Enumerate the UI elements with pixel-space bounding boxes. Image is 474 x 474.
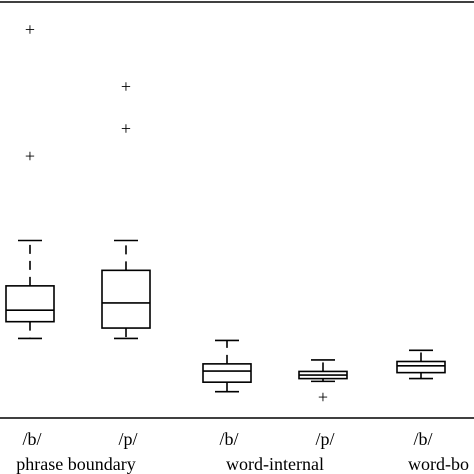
outlier-marker: + xyxy=(121,118,131,138)
box-5 xyxy=(396,349,446,380)
box-3 xyxy=(202,339,252,393)
x-tick-label: /b/ xyxy=(22,429,41,449)
x-tick-label: /b/ xyxy=(413,429,432,449)
box-1: ++ xyxy=(5,20,55,340)
x-tick-label: /b/ xyxy=(219,429,238,449)
interquartile-box xyxy=(202,363,252,383)
plot-frame xyxy=(0,1,474,419)
interquartile-box xyxy=(5,285,55,323)
box-4: + xyxy=(298,359,348,407)
outlier-marker: + xyxy=(318,387,328,407)
labels-layer: /b/ /p/ /b/ /p/ /b/phrase boundary word-inter… xyxy=(16,429,469,474)
interquartile-box xyxy=(101,269,151,329)
group-label: phrase boundary xyxy=(16,454,135,474)
group-label: word-bo xyxy=(408,454,469,474)
outlier-marker: + xyxy=(25,20,35,40)
box-2: ++ xyxy=(101,76,151,340)
outlier-marker: + xyxy=(25,146,35,166)
group-label: word-internal xyxy=(226,454,324,474)
boxes-layer: +++++ xyxy=(5,20,446,407)
x-tick-label: /p/ xyxy=(118,429,137,449)
outlier-marker: + xyxy=(121,76,131,96)
interquartile-box xyxy=(396,360,446,374)
x-tick-label: /p/ xyxy=(315,429,334,449)
